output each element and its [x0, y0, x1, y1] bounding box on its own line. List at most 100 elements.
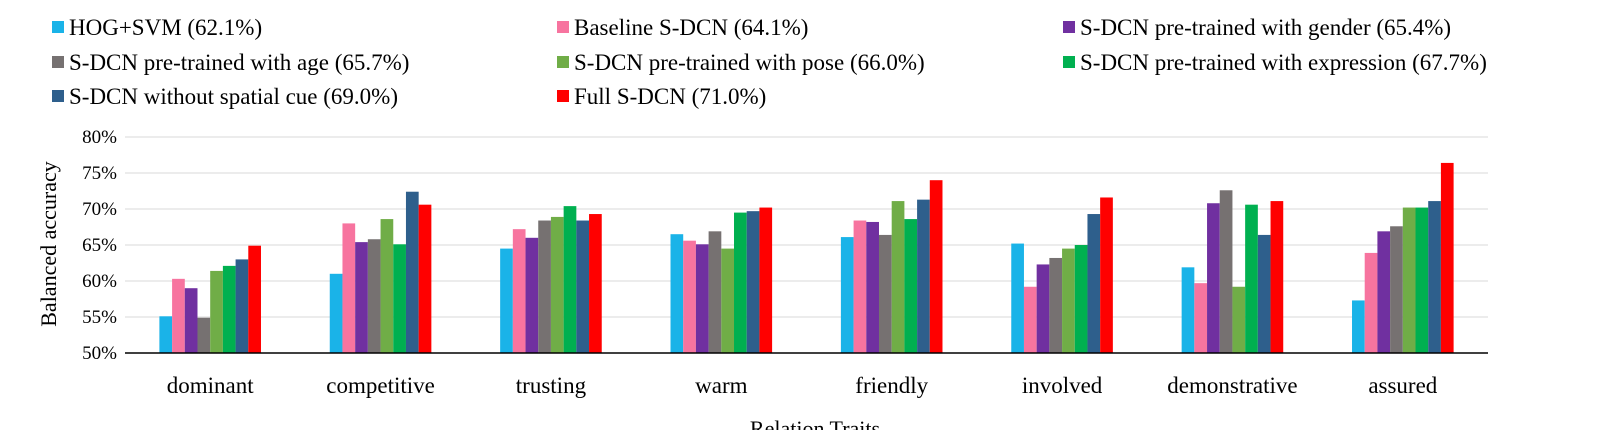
bar-trusting-series-5: [550, 216, 564, 353]
legend-label: Full S-DCN (71.0%): [574, 84, 766, 109]
bar-warm-series-2: [683, 240, 696, 353]
bar-trusting-series-2: [512, 229, 526, 353]
bar-warm-series-8: [759, 207, 773, 353]
category-labels: dominant competitive trusting warm friendly i…: [167, 373, 1438, 398]
bar-warm-series-5: [721, 248, 735, 353]
legend-swatch: [1063, 56, 1075, 68]
bar-warm-series-7: [746, 211, 760, 353]
bar-friendly-series-7: [917, 199, 930, 353]
bar-involved-series-2: [1023, 286, 1037, 353]
bar-involved-series-3: [1036, 264, 1050, 353]
bar-involved-series-5: [1062, 248, 1075, 353]
y-tick-label: 70%: [82, 199, 117, 220]
bar-warm-series-4: [708, 231, 722, 353]
bar-trusting-series-3: [525, 237, 539, 353]
bar-involved-series-1: [1011, 243, 1024, 353]
bar-dominant-series-5: [210, 270, 223, 353]
legend-label: S-DCN without spatial cue (69.0%): [69, 84, 398, 109]
bar-competitive-series-4: [367, 239, 381, 353]
y-tick-label: 75%: [82, 163, 117, 184]
legend-label: HOG+SVM (62.1%): [69, 15, 262, 40]
bar-demonstrative-series-5: [1232, 286, 1246, 353]
bar-involved-series-8: [1100, 197, 1113, 353]
bar-competitive-series-1: [329, 273, 343, 353]
bar-demonstrative-series-2: [1194, 283, 1208, 353]
bar-assured-series-7: [1428, 201, 1441, 353]
bar-assured-series-2: [1364, 252, 1378, 353]
bar-involved-series-7: [1087, 214, 1101, 353]
x-category-label: warm: [695, 373, 747, 398]
bars: [159, 162, 1454, 353]
x-category-label: dominant: [167, 373, 254, 398]
y-axis-title: Balanced accuracy: [36, 161, 61, 327]
bar-dominant-series-2: [172, 278, 185, 353]
legend-label: S-DCN pre-trained with expression (67.7%…: [1080, 50, 1487, 75]
bar-warm-series-3: [695, 244, 709, 353]
bar-demonstrative-series-1: [1181, 267, 1195, 353]
y-tick-label: 55%: [82, 307, 117, 328]
y-tick-label: 50%: [82, 343, 117, 364]
x-category-label: assured: [1368, 373, 1437, 398]
legend-swatch: [557, 56, 569, 68]
legend-label: S-DCN pre-trained with gender (65.4%): [1080, 15, 1451, 40]
bar-assured-series-4: [1390, 226, 1403, 353]
bar-competitive-series-6: [393, 244, 406, 353]
x-category-label: involved: [1022, 373, 1103, 398]
bar-friendly-series-5: [891, 201, 905, 353]
bar-trusting-series-1: [500, 248, 513, 353]
x-category-label: demonstrative: [1167, 373, 1297, 398]
legend-swatch: [1063, 21, 1075, 33]
bar-dominant-series-3: [184, 288, 198, 353]
bar-involved-series-4: [1049, 257, 1063, 353]
y-tick-label: 80%: [82, 127, 117, 148]
bar-friendly-series-1: [840, 237, 854, 353]
bar-demonstrative-series-6: [1245, 204, 1258, 353]
bar-warm-series-6: [734, 212, 747, 353]
bar-competitive-series-5: [380, 219, 394, 353]
legend-label: S-DCN pre-trained with pose (66.0%): [574, 50, 925, 75]
bar-assured-series-1: [1352, 300, 1365, 353]
x-category-label: trusting: [516, 373, 587, 398]
y-tick-label: 60%: [82, 271, 117, 292]
bar-friendly-series-6: [904, 219, 918, 353]
bar-assured-series-3: [1377, 231, 1391, 353]
x-category-label: competitive: [326, 373, 435, 398]
bar-friendly-series-2: [853, 220, 867, 353]
legend-swatch: [52, 21, 64, 33]
bar-trusting-series-8: [589, 214, 602, 353]
bar-demonstrative-series-3: [1207, 203, 1220, 353]
bar-assured-series-6: [1415, 207, 1429, 353]
bar-assured-series-5: [1402, 207, 1416, 353]
bar-involved-series-6: [1074, 245, 1088, 353]
bar-demonstrative-series-4: [1219, 190, 1233, 353]
legend-swatch: [557, 21, 569, 33]
y-tick-label: 65%: [82, 235, 117, 256]
bar-trusting-series-7: [576, 220, 590, 353]
bar-competitive-series-7: [405, 191, 419, 353]
legend-label: Baseline S-DCN (64.1%): [574, 15, 808, 40]
bar-warm-series-1: [670, 234, 684, 353]
bar-assured-series-8: [1440, 162, 1454, 353]
bar-dominant-series-4: [197, 317, 211, 353]
bar-trusting-series-4: [538, 220, 551, 353]
bar-dominant-series-7: [235, 259, 249, 353]
x-axis-title: Relation Traits: [750, 416, 880, 430]
bar-friendly-series-8: [929, 180, 943, 353]
legend: HOG+SVM (62.1%) Baseline S-DCN (64.1%) S-D…: [52, 15, 1487, 109]
gridlines: [125, 136, 1488, 318]
bar-competitive-series-8: [418, 204, 432, 353]
legend-swatch: [557, 90, 569, 102]
y-tick-labels: 50% 55% 60% 65% 70% 75% 80%: [82, 127, 117, 364]
bar-trusting-series-6: [563, 206, 577, 353]
x-category-label: friendly: [855, 373, 928, 398]
legend-label: S-DCN pre-trained with age (65.7%): [69, 50, 409, 75]
bar-dominant-series-1: [159, 316, 173, 353]
bar-demonstrative-series-7: [1257, 234, 1271, 353]
bar-friendly-series-3: [866, 221, 879, 353]
bar-friendly-series-4: [878, 234, 892, 353]
legend-swatch: [52, 90, 64, 102]
bar-dominant-series-6: [222, 265, 236, 353]
bar-competitive-series-2: [342, 223, 356, 353]
bar-demonstrative-series-8: [1270, 201, 1284, 353]
